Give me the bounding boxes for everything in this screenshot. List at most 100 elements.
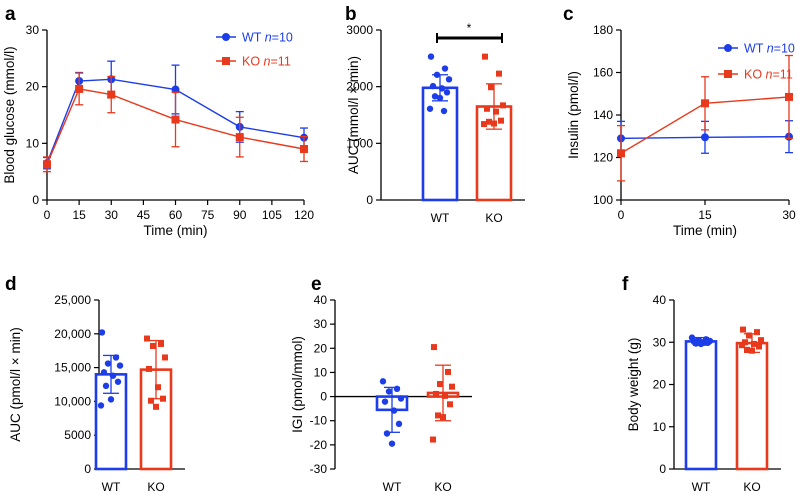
- panel-e: e -30 -20 -10 0 10 20 30 40 IGI (pmol/mmol) WT KO: [290, 274, 472, 494]
- y-tick-label: 30: [26, 23, 40, 37]
- data-point: [746, 332, 752, 339]
- data-point: [102, 382, 110, 390]
- data-point: [437, 381, 443, 388]
- panel-f: f 0 10 20 30 40 Body weight (g) WT KO: [622, 274, 781, 494]
- y-tick-label: 180: [593, 23, 613, 37]
- y-tick-label: -20: [310, 438, 328, 452]
- data-point: [486, 118, 492, 125]
- y-tick-label: 100: [593, 193, 613, 207]
- data-point: [155, 384, 161, 391]
- x-tick-label: 30: [105, 208, 119, 222]
- x-axis-label: Time (min): [144, 223, 208, 238]
- data-point: [751, 340, 757, 347]
- x-axis-label: Time (min): [673, 223, 737, 238]
- data-point: [160, 395, 166, 402]
- data-point: [112, 354, 120, 361]
- y-axis-label: Insulin (pmol/l): [566, 71, 581, 159]
- y-tick-label: 3000: [346, 23, 373, 37]
- data-point: [749, 347, 755, 354]
- y-tick-label: 0: [84, 462, 91, 476]
- x-tick-label: 0: [44, 208, 51, 222]
- data-point: [440, 414, 446, 421]
- data-point: [701, 99, 709, 108]
- legend-label: WT n=10: [242, 31, 293, 45]
- series-line: [46, 78, 305, 164]
- bar: [94, 373, 128, 471]
- x-tick-label: WT: [383, 480, 402, 494]
- data-point: [740, 326, 746, 333]
- y-axis-label: Blood glucose (mmol/l): [2, 46, 17, 183]
- y-tick-label: 10: [314, 365, 328, 379]
- data-point: [438, 85, 446, 92]
- group-ko: KO: [475, 53, 513, 225]
- data-point: [445, 368, 451, 375]
- y-tick-label: 20,000: [54, 327, 91, 341]
- x-tick-label: 60: [169, 208, 183, 222]
- data-point: [442, 392, 448, 399]
- bar: [421, 86, 459, 202]
- panel-d: d 0 5000 10,000 15,000 20,000 25,000 AUC (pmol/…: [5, 274, 185, 494]
- data-point: [97, 402, 105, 409]
- series-ko: [43, 72, 308, 173]
- x-tick-label: KO: [485, 211, 502, 225]
- data-point: [98, 329, 106, 336]
- y-axis-label: AUC (pmol/l × min): [8, 327, 23, 441]
- group-wt: WT: [421, 53, 459, 225]
- x-tick-label: WT: [431, 211, 450, 225]
- y-tick-label: 140: [593, 108, 613, 122]
- x-tick-label: 75: [201, 208, 215, 222]
- data-point: [75, 84, 84, 93]
- data-point: [431, 344, 437, 351]
- y-tick-label: 15,000: [54, 361, 91, 375]
- x-tick-label: 120: [294, 208, 314, 222]
- data-point: [114, 378, 122, 385]
- y-tick-label: -10: [310, 414, 328, 428]
- data-point: [153, 403, 159, 410]
- data-point: [701, 133, 709, 142]
- data-point: [785, 92, 793, 101]
- y-axis-label: IGI (pmol/mmol): [290, 336, 305, 433]
- y-tick-label: 2000: [346, 80, 373, 94]
- data-point: [704, 339, 712, 346]
- data-point: [393, 385, 401, 393]
- data-point: [617, 149, 625, 158]
- data-point: [388, 440, 396, 447]
- data-point: [433, 390, 439, 397]
- x-tick-label: 90: [233, 208, 247, 222]
- data-point: [482, 53, 488, 60]
- y-tick-label: 20: [653, 378, 667, 392]
- data-point: [150, 342, 156, 349]
- data-point: [445, 76, 453, 83]
- y-tick-label: 10,000: [54, 394, 91, 408]
- group-wt: WT: [375, 378, 409, 494]
- y-axis-label: AUC (mmol/l × min): [346, 56, 361, 174]
- legend-label: KO n=11: [242, 55, 291, 69]
- x-tick-label: 15: [72, 208, 86, 222]
- data-point: [443, 89, 451, 96]
- y-tick-label: 5000: [64, 428, 91, 442]
- y-tick-label: 40: [314, 293, 328, 307]
- data-point: [433, 71, 441, 78]
- y-tick-label: 120: [593, 151, 613, 165]
- data-point: [481, 121, 487, 128]
- data-point: [100, 369, 108, 376]
- x-tick-label: KO: [147, 480, 164, 494]
- panel-letter: e: [311, 274, 322, 295]
- data-point: [430, 436, 436, 443]
- data-point: [449, 383, 455, 390]
- data-point: [104, 360, 112, 367]
- data-point: [744, 346, 750, 353]
- y-tick-label: 10: [653, 420, 667, 434]
- x-tick-label: WT: [692, 480, 711, 494]
- legend-label: KO n=11: [744, 68, 793, 82]
- y-tick-label: 10: [26, 136, 40, 150]
- x-tick-label: 105: [262, 208, 282, 222]
- panel-letter: f: [622, 274, 629, 295]
- group-ko: KO: [426, 344, 460, 494]
- panel-letter: a: [5, 4, 16, 25]
- x-tick-label: 0: [618, 208, 625, 222]
- data-point: [162, 354, 168, 361]
- y-axis-label: Body weight (g): [626, 338, 641, 432]
- y-tick-label: 0: [366, 193, 373, 207]
- y-tick-label: 1000: [346, 136, 373, 150]
